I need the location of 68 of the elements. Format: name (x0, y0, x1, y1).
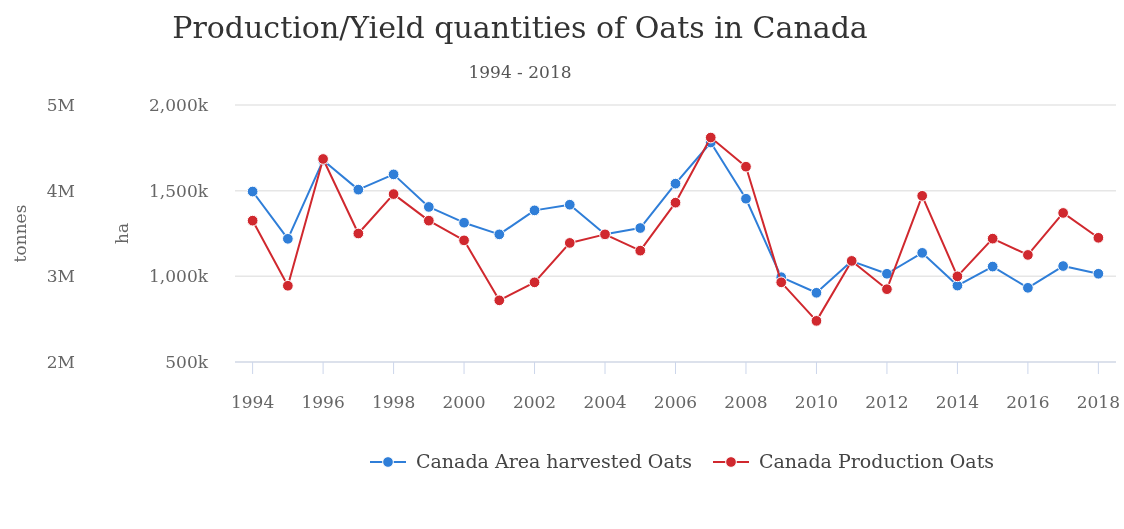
x-tick-label: 1994 (230, 392, 275, 412)
point (1057, 207, 1069, 219)
point (669, 177, 682, 190)
point (282, 232, 294, 245)
point (1092, 231, 1105, 244)
point (810, 286, 823, 299)
legend-label: Canada Production Oats (759, 450, 995, 472)
point (740, 160, 752, 173)
point (458, 234, 470, 247)
x-tick-label: 2006 (653, 392, 698, 412)
point (881, 267, 893, 280)
point (1092, 267, 1105, 280)
x-tick-label: 2012 (865, 392, 909, 412)
point (986, 260, 999, 273)
y2-tick-label: 1,500k (149, 180, 209, 201)
y2-tick-label: 1,000k (149, 266, 209, 287)
point (458, 216, 470, 229)
point (246, 214, 259, 227)
point (634, 222, 647, 234)
point (704, 131, 717, 144)
point (916, 247, 929, 259)
point (387, 168, 400, 181)
x-tick-label: 2016 (1006, 392, 1050, 412)
point (669, 196, 682, 209)
point (986, 232, 999, 245)
y-axis-title: tonnes (10, 204, 30, 263)
point (528, 204, 541, 217)
chart-subtitle: 1994 - 2018 (468, 62, 572, 82)
point (563, 198, 576, 211)
point (387, 188, 400, 200)
y-tick-label: 5M (46, 95, 75, 115)
point (810, 315, 823, 327)
point (1022, 249, 1034, 261)
y2-axis-title: ha (112, 222, 132, 245)
point (422, 201, 435, 213)
y-tick-label: 3M (46, 266, 75, 287)
point (775, 276, 788, 289)
point (916, 189, 929, 202)
x-tick-label: 1998 (371, 392, 416, 412)
y-tick-label: 4M (46, 180, 75, 201)
point (352, 227, 365, 240)
point (352, 183, 365, 196)
legend-label: Canada Area harvested Oats (416, 450, 693, 472)
point (881, 283, 893, 296)
point (493, 294, 506, 307)
point (740, 192, 752, 205)
x-tick-label: 2004 (583, 392, 627, 412)
x-tick-label: 2000 (442, 392, 486, 412)
x-tick-label: 1996 (301, 392, 345, 412)
y-tick-label: 2M (46, 352, 75, 372)
point (563, 237, 576, 249)
x-tick-label: 2018 (1076, 392, 1121, 412)
point (528, 276, 541, 289)
point (951, 270, 964, 283)
point (246, 185, 259, 198)
y2-tick-label: 500k (165, 352, 209, 372)
x-tick-label: 2014 (935, 392, 980, 412)
point (493, 228, 506, 241)
x-tick-label: 2010 (794, 392, 839, 412)
x-tick-label: 2002 (512, 392, 557, 412)
point (1022, 281, 1034, 294)
chart-title: Production/Yield quantities of Oats in Canada (172, 10, 868, 45)
point (1057, 260, 1069, 272)
y2-tick-label: 2,000k (149, 95, 209, 115)
x-tick-label: 2008 (724, 392, 768, 412)
point (634, 244, 647, 257)
point (282, 279, 294, 292)
point (422, 214, 435, 227)
